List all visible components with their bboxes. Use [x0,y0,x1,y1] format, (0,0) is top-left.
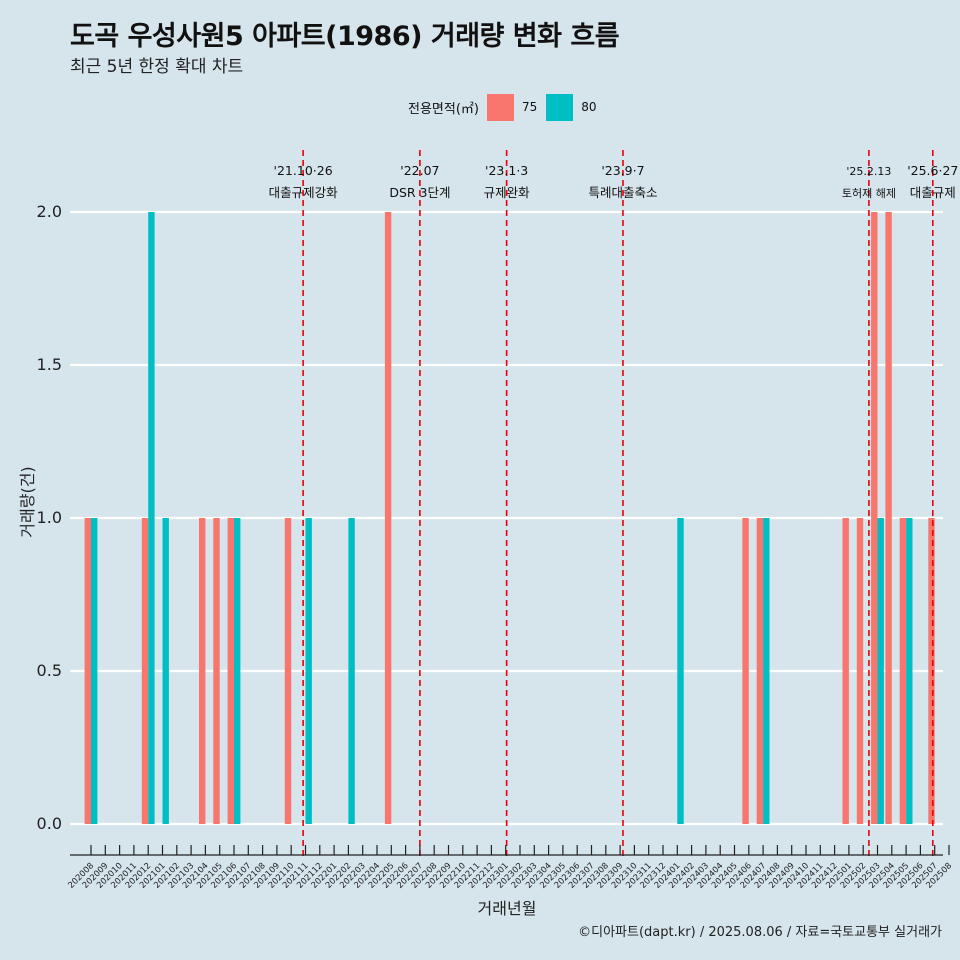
bar-75-202106 [227,518,234,824]
bar-75-202205 [384,212,392,824]
bar-75-202104 [199,518,206,824]
event-name-label: 대출규제 [910,185,956,200]
bar-75-202502 [856,518,864,824]
axes: 거래년월 거래량(건) 2020082020092020102020112020… [18,466,953,918]
bars [84,212,935,824]
y-tick-label: 1.5 [37,355,62,374]
y-tick-label: 0.0 [37,814,62,833]
event-date-label: '22.07 [400,163,439,178]
event-name-label: 특례대출축소 [588,185,657,200]
event-date-label: '25.2.13 [846,165,891,178]
event-name-label: DSR 3단계 [389,185,450,200]
bar-80-202106 [234,518,241,824]
event-date-label: '21.10·26 [274,163,333,178]
y-tick-label: 2.0 [37,202,62,221]
bar-75-202501 [842,518,849,824]
bar-75-202504 [885,212,892,824]
bar-80-202202 [348,518,355,824]
legend-label-75: 75 [521,100,538,114]
bar-75-202507 [928,518,935,824]
gridlines: 0.0 0.5 1.0 1.5 2.0 [37,202,943,833]
legend-swatch-80 [546,93,574,121]
chart-subtitle: 최근 5년 한정 확대 차트 [70,57,244,77]
bar-75-202503 [871,212,878,824]
bar-80-202503 [877,518,884,824]
bar-80-202111 [305,518,312,824]
bar-75-202406 [742,518,749,824]
bar-75-202505 [899,518,907,824]
legend-label-80: 80 [581,100,597,114]
chart-title: 도곡 우성사원5 아파트(1986) 거래량 변화 흐름 [70,21,620,52]
bar-80-202401 [677,518,684,824]
bar-80-202407 [763,518,770,824]
legend: 전용면적(㎡) 75 80 [408,93,606,121]
y-axis-label: 거래량(건) [18,466,37,537]
bar-75-202110 [284,518,292,824]
event-name-label: 대출규제강화 [269,185,339,200]
bar-80-202012 [148,212,155,824]
legend-swatch-75 [486,93,514,121]
event-name-label: 토허제 해제 [842,186,896,200]
y-tick-label: 0.5 [37,661,62,680]
bar-80-202101 [162,518,169,824]
bar-80-202505 [906,518,913,824]
source-caption: ©디아파트(dapt.kr) / 2025.08.06 / 자료=국토교통부 실… [578,925,942,940]
x-axis-label: 거래년월 [478,899,537,918]
event-date-label: '23.1·3 [485,163,528,178]
y-tick-label: 1.0 [37,508,62,527]
event-date-label: '25.6·27 [907,163,958,178]
legend-title: 전용면적(㎡) [408,101,479,117]
bar-75-202105 [213,518,220,824]
bar-80-202008 [91,518,98,824]
event-name-label: 규제완화 [484,185,531,200]
bar-75-202008 [84,518,91,824]
event-lines: '21.10·26 대출규제강화 '22.07 DSR 3단계 '23.1·3 규제완화 '… [269,150,958,858]
event-date-label: '23.9·7 [601,163,644,178]
bar-75-202012 [141,518,149,824]
bar-75-202407 [756,518,764,824]
